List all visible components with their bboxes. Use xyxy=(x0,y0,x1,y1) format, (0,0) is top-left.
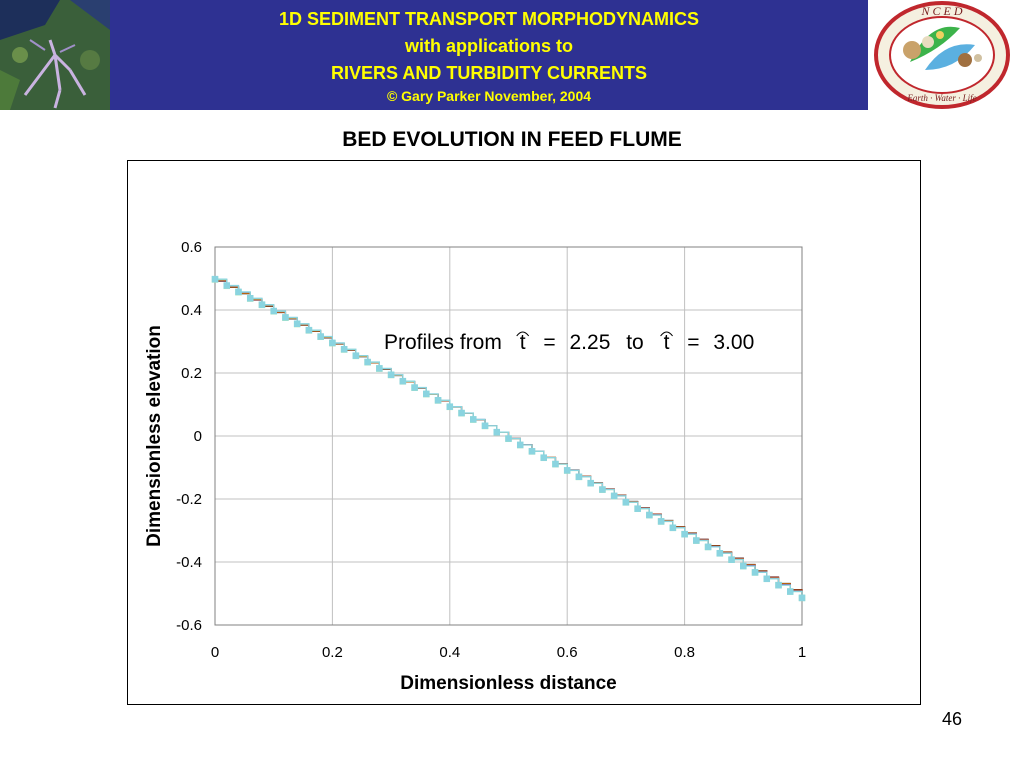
annotation-var-2: t xyxy=(664,331,670,354)
y-tick-label: 0.2 xyxy=(181,365,202,382)
profile-marker xyxy=(246,295,254,302)
profile-marker xyxy=(340,346,348,353)
profile-marker xyxy=(293,320,301,328)
series-group xyxy=(211,275,806,602)
profile-marker xyxy=(751,569,759,576)
profile-marker xyxy=(610,492,618,500)
plot-area xyxy=(214,246,803,626)
profile-marker xyxy=(411,384,418,391)
x-tick-label: 0.6 xyxy=(557,644,578,661)
t-hat-accents xyxy=(516,331,673,337)
annotation-value-2: 3.00 xyxy=(713,331,754,354)
x-tick-label: 1 xyxy=(798,644,806,661)
annotation-eq-2: = xyxy=(687,331,699,354)
profile-marker xyxy=(387,371,395,379)
profile-marker xyxy=(775,581,782,589)
profile-marker xyxy=(552,460,559,468)
profile-marker xyxy=(235,288,242,296)
profile-marker xyxy=(575,473,583,481)
annotation-prefix: Profiles from xyxy=(384,331,502,354)
y-axis-label: Dimensionless elevation xyxy=(144,325,165,547)
annotation-var-1: t xyxy=(520,331,526,354)
profile-marker xyxy=(622,499,630,506)
profile-marker xyxy=(505,435,512,442)
profile-marker xyxy=(376,365,383,372)
header-bar xyxy=(0,0,868,110)
profile-marker xyxy=(399,377,407,385)
logo-ring-text: Earth · Water · Life xyxy=(906,93,976,103)
profile-marker xyxy=(352,352,360,359)
profile-marker xyxy=(587,479,594,487)
profile-marker xyxy=(563,467,571,474)
chart-frame: -0.6 -0.4 -0.2 0 0.2 0.4 0.6 0 0.2 0.4 0.6 0.8 1 Di… xyxy=(127,160,921,705)
profile-marker xyxy=(516,441,524,449)
y-tick-label: 0.4 xyxy=(181,302,202,319)
x-tick-label: 0.2 xyxy=(322,644,343,661)
profile-marker xyxy=(634,505,641,512)
profile-marker xyxy=(364,358,371,366)
profile-marker xyxy=(657,518,665,525)
profile-marker xyxy=(599,486,606,493)
profile-marker xyxy=(681,530,688,538)
annotation-eq-1: = xyxy=(543,331,555,354)
header-banner: 1D SEDIMENT TRANSPORT MORPHODYNAMICS wit… xyxy=(0,0,1024,111)
y-tick-label: -0.4 xyxy=(176,554,202,571)
profile-marker xyxy=(493,428,501,436)
y-tick-label: -0.6 xyxy=(176,617,202,634)
profile-marker xyxy=(646,511,653,519)
annotation-value-1: 2.25 xyxy=(570,331,611,354)
profile-marker xyxy=(317,333,324,340)
page-number: 46 xyxy=(941,709,962,729)
profile-marker xyxy=(740,562,747,570)
bed-profile-chart: -0.6 -0.4 -0.2 0 0.2 0.4 0.6 0 0.2 0.4 0.6 0.8 1 Di… xyxy=(144,239,806,694)
profile-marker xyxy=(716,550,724,557)
profile-marker xyxy=(763,575,771,583)
profile-marker xyxy=(270,307,277,315)
nced-logo: N C E D Earth · Water · Life xyxy=(874,1,1010,109)
header-line-3: RIVERS AND TURBIDITY CURRENTS xyxy=(330,63,648,83)
profiles-annotation: Profiles from t = 2.25 to t = 3.00 xyxy=(384,331,754,354)
profile-marker xyxy=(211,275,219,283)
x-axis-label: Dimensionless distance xyxy=(400,673,616,694)
header-line-2: with applications to xyxy=(404,36,573,56)
copyright-line: © Gary Parker November, 2004 xyxy=(386,88,592,104)
y-tick-label: 0.6 xyxy=(181,239,202,256)
profile-marker xyxy=(798,594,806,602)
profile-marker xyxy=(787,588,794,595)
profile-marker xyxy=(282,314,289,321)
x-tick-labels: 0 0.2 0.4 0.6 0.8 1 xyxy=(211,644,806,661)
x-tick-label: 0.8 xyxy=(674,644,695,661)
profile-marker xyxy=(458,409,465,417)
profile-marker xyxy=(481,422,489,430)
profile-marker xyxy=(223,282,230,289)
y-tick-label: 0 xyxy=(194,428,202,445)
profile-marker xyxy=(528,448,536,455)
delta-satellite-image xyxy=(0,0,110,110)
profile-marker xyxy=(540,454,547,461)
profile-marker xyxy=(258,301,266,308)
slide-title: BED EVOLUTION IN FEED FLUME xyxy=(342,128,682,151)
profile-marker xyxy=(728,556,735,563)
header-line-1: 1D SEDIMENT TRANSPORT MORPHODYNAMICS xyxy=(278,9,700,29)
annotation-mid: to xyxy=(626,331,644,354)
x-tick-label: 0 xyxy=(211,644,219,661)
x-tick-label: 0.4 xyxy=(439,644,460,661)
profile-marker xyxy=(470,416,477,423)
profile-marker xyxy=(693,537,700,544)
profile-marker xyxy=(704,543,712,551)
hat-accent xyxy=(660,331,673,337)
profile-marker xyxy=(434,397,442,404)
y-tick-label: -0.2 xyxy=(176,491,202,508)
profile-marker xyxy=(446,403,454,410)
y-tick-labels: -0.6 -0.4 -0.2 0 0.2 0.4 0.6 xyxy=(176,239,202,634)
profile-marker xyxy=(423,390,430,398)
profile-marker xyxy=(329,339,336,347)
profile-marker xyxy=(669,524,677,532)
logo-text: N C E D xyxy=(920,4,962,18)
profile-marker xyxy=(305,326,313,334)
hat-accent xyxy=(516,331,530,337)
